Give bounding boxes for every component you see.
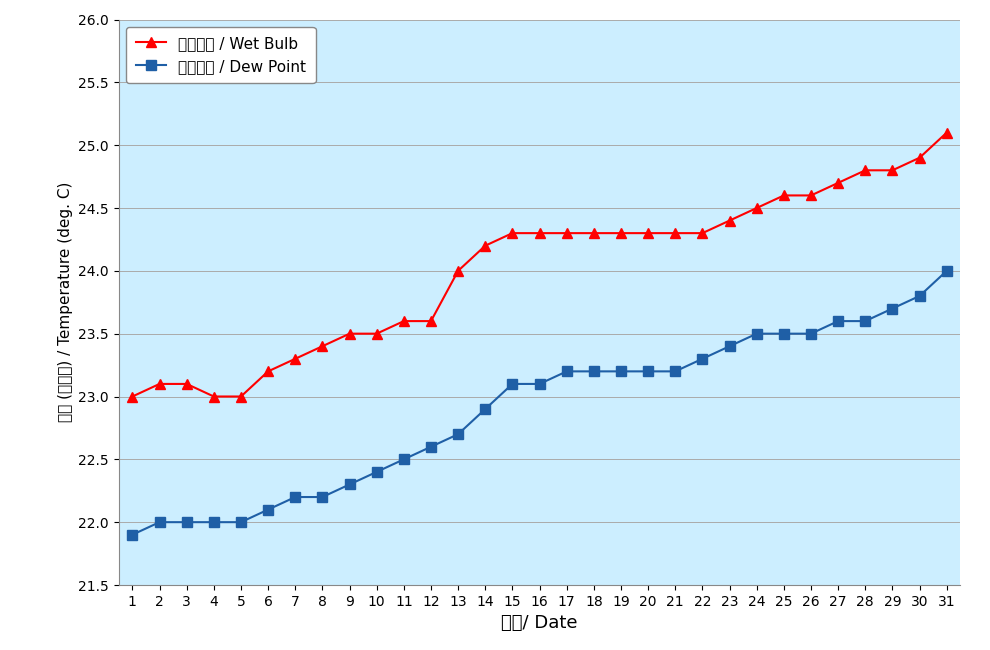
濕球溫度 / Wet Bulb (697, 229, 709, 237)
濕球溫度 / Wet Bulb (398, 317, 410, 325)
濕球溫度 / Wet Bulb (289, 355, 301, 363)
露點溫度 / Dew Point (724, 343, 736, 350)
露點溫度 / Dew Point (643, 367, 654, 375)
濕球溫度 / Wet Bulb (643, 229, 654, 237)
露點溫度 / Dew Point (398, 456, 410, 463)
露點溫度 / Dew Point (208, 518, 220, 526)
X-axis label: 日期/ Date: 日期/ Date (501, 614, 578, 632)
露點溫度 / Dew Point (289, 493, 301, 501)
濕球溫度 / Wet Bulb (479, 242, 491, 250)
濕球溫度 / Wet Bulb (940, 129, 952, 136)
濕球溫度 / Wet Bulb (778, 192, 790, 200)
露點溫度 / Dew Point (859, 317, 871, 325)
Line: 濕球溫度 / Wet Bulb: 濕球溫度 / Wet Bulb (128, 128, 951, 401)
濕球溫度 / Wet Bulb (262, 367, 274, 375)
濕球溫度 / Wet Bulb (370, 330, 382, 337)
露點溫度 / Dew Point (778, 330, 790, 337)
濕球溫度 / Wet Bulb (452, 267, 464, 275)
濕球溫度 / Wet Bulb (750, 204, 762, 212)
濕球溫度 / Wet Bulb (833, 179, 844, 187)
露點溫度 / Dew Point (235, 518, 247, 526)
濕球溫度 / Wet Bulb (317, 343, 329, 350)
Y-axis label: 溫度 (攝氏度) / Temperature (deg. C): 溫度 (攝氏度) / Temperature (deg. C) (57, 182, 73, 422)
濕球溫度 / Wet Bulb (914, 154, 926, 162)
濕球溫度 / Wet Bulb (560, 229, 572, 237)
濕球溫度 / Wet Bulb (615, 229, 627, 237)
濕球溫度 / Wet Bulb (805, 192, 817, 200)
露點溫度 / Dew Point (425, 443, 437, 450)
露點溫度 / Dew Point (669, 367, 681, 375)
露點溫度 / Dew Point (452, 430, 464, 438)
露點溫度 / Dew Point (615, 367, 627, 375)
露點溫度 / Dew Point (479, 405, 491, 413)
濕球溫度 / Wet Bulb (127, 393, 139, 400)
露點溫度 / Dew Point (370, 468, 382, 476)
露點溫度 / Dew Point (181, 518, 193, 526)
濕球溫度 / Wet Bulb (669, 229, 681, 237)
濕球溫度 / Wet Bulb (886, 166, 898, 174)
露點溫度 / Dew Point (317, 493, 329, 501)
露點溫度 / Dew Point (153, 518, 165, 526)
濕球溫度 / Wet Bulb (235, 393, 247, 400)
露點溫度 / Dew Point (534, 380, 545, 388)
露點溫度 / Dew Point (750, 330, 762, 337)
露點溫度 / Dew Point (940, 267, 952, 275)
濕球溫度 / Wet Bulb (588, 229, 600, 237)
濕球溫度 / Wet Bulb (507, 229, 519, 237)
濕球溫度 / Wet Bulb (724, 216, 736, 224)
露點溫度 / Dew Point (262, 506, 274, 514)
露點溫度 / Dew Point (805, 330, 817, 337)
露點溫度 / Dew Point (914, 292, 926, 300)
露點溫度 / Dew Point (127, 531, 139, 539)
露點溫度 / Dew Point (697, 355, 709, 363)
濕球溫度 / Wet Bulb (859, 166, 871, 174)
露點溫度 / Dew Point (588, 367, 600, 375)
濕球溫度 / Wet Bulb (181, 380, 193, 388)
露點溫度 / Dew Point (833, 317, 844, 325)
露點溫度 / Dew Point (507, 380, 519, 388)
濕球溫度 / Wet Bulb (153, 380, 165, 388)
濕球溫度 / Wet Bulb (425, 317, 437, 325)
濕球溫度 / Wet Bulb (344, 330, 355, 337)
Line: 露點溫度 / Dew Point: 露點溫度 / Dew Point (128, 266, 951, 540)
Legend: 濕球溫度 / Wet Bulb, 露點溫度 / Dew Point: 濕球溫度 / Wet Bulb, 露點溫度 / Dew Point (127, 27, 316, 83)
濕球溫度 / Wet Bulb (534, 229, 545, 237)
露點溫度 / Dew Point (344, 480, 355, 488)
露點溫度 / Dew Point (560, 367, 572, 375)
露點溫度 / Dew Point (886, 305, 898, 313)
濕球溫度 / Wet Bulb (208, 393, 220, 400)
